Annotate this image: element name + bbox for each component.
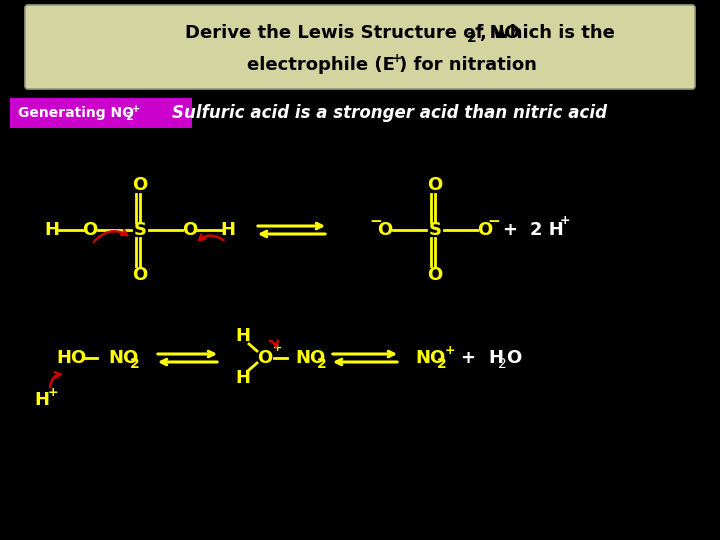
- Text: +: +: [560, 214, 571, 227]
- Text: NO: NO: [415, 349, 445, 367]
- Text: +: +: [273, 343, 282, 353]
- Text: Sulfuric acid is a stronger acid than nitric acid: Sulfuric acid is a stronger acid than ni…: [173, 104, 608, 122]
- Text: 2: 2: [467, 31, 477, 45]
- Text: ) for nitration: ) for nitration: [399, 56, 537, 74]
- Text: H: H: [488, 349, 503, 367]
- Text: 2: 2: [125, 112, 132, 122]
- Text: H: H: [235, 327, 251, 345]
- Text: −: −: [487, 213, 500, 228]
- Text: +: +: [503, 221, 518, 239]
- Text: NO: NO: [108, 349, 138, 367]
- Text: +: +: [48, 387, 58, 400]
- Text: O: O: [182, 221, 197, 239]
- Text: 2: 2: [130, 357, 140, 371]
- Text: −: −: [369, 213, 382, 228]
- Text: H: H: [220, 221, 235, 239]
- Text: , which is the: , which is the: [480, 24, 615, 42]
- Text: Generating NO: Generating NO: [18, 106, 134, 120]
- Text: O: O: [377, 221, 392, 239]
- Text: electrophile (E: electrophile (E: [247, 56, 395, 74]
- Text: +: +: [445, 343, 456, 356]
- Text: +: +: [392, 51, 402, 64]
- Text: S: S: [428, 221, 441, 239]
- Text: 2 H: 2 H: [530, 221, 564, 239]
- Text: 2: 2: [498, 357, 507, 371]
- Text: O: O: [132, 176, 148, 194]
- Text: H: H: [235, 369, 251, 387]
- Text: H: H: [35, 391, 50, 409]
- Text: NO: NO: [295, 349, 325, 367]
- Text: S: S: [133, 221, 146, 239]
- FancyBboxPatch shape: [10, 98, 192, 128]
- Text: HO: HO: [57, 349, 87, 367]
- Text: O: O: [477, 221, 492, 239]
- Text: O: O: [257, 349, 273, 367]
- Text: +: +: [461, 349, 475, 367]
- Text: H: H: [45, 221, 60, 239]
- Text: O: O: [428, 266, 443, 284]
- FancyBboxPatch shape: [25, 5, 695, 89]
- Text: O: O: [506, 349, 521, 367]
- Text: O: O: [82, 221, 98, 239]
- Text: O: O: [428, 176, 443, 194]
- Text: +: +: [474, 23, 485, 36]
- Text: 2: 2: [317, 357, 327, 371]
- Text: Derive the Lewis Structure of NO: Derive the Lewis Structure of NO: [185, 24, 520, 42]
- Text: O: O: [132, 266, 148, 284]
- Text: 2: 2: [437, 357, 446, 371]
- Text: +: +: [132, 104, 140, 114]
